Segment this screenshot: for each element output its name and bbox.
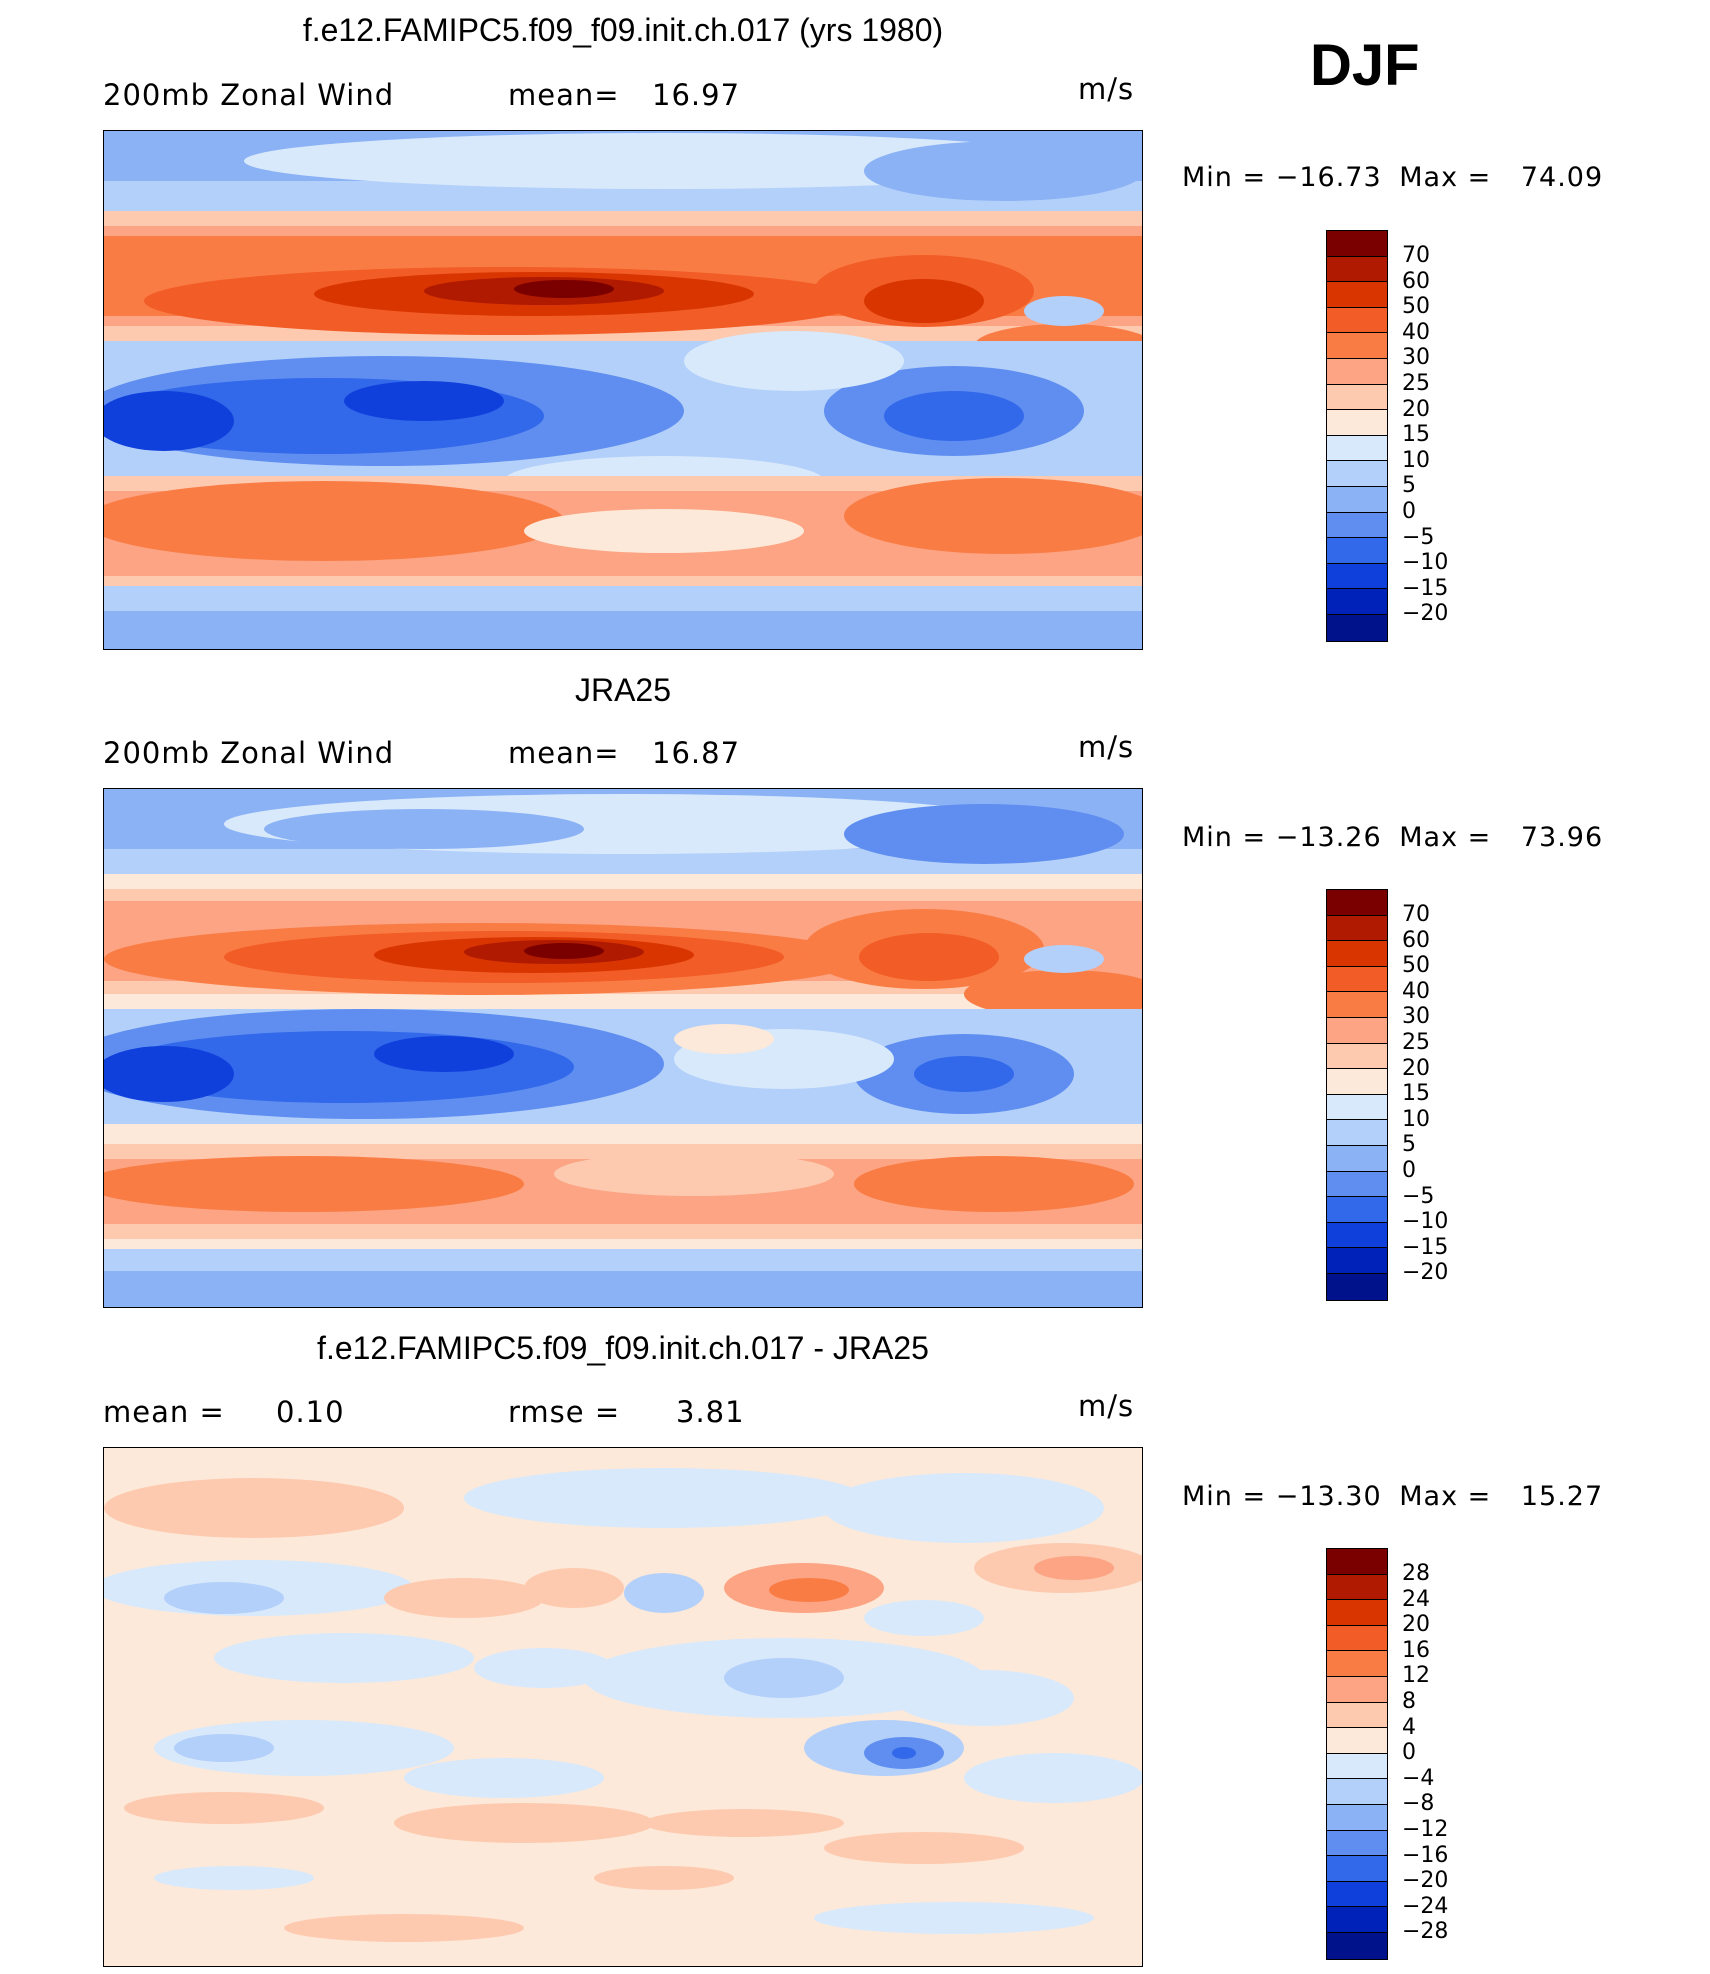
cbar-label: 0 — [1402, 1740, 1416, 1766]
cbar-label: 28 — [1402, 1561, 1430, 1586]
cbar-label: 8 — [1402, 1688, 1416, 1714]
cbar-label: 70 — [1402, 243, 1430, 268]
cbar-label: −4 — [1402, 1765, 1435, 1791]
cbar-label: −28 — [1402, 1919, 1449, 1945]
panel-1-max-value: 74.09 — [1520, 162, 1604, 193]
panel-1-min-label: Min = — [1182, 162, 1267, 193]
cbar-label: 0 — [1402, 498, 1416, 524]
panel-1-contour-field — [104, 131, 1142, 649]
cbar-label: 20 — [1402, 1055, 1430, 1081]
panel-1-units: m/s — [1078, 72, 1135, 106]
cbar-label: −20 — [1402, 601, 1449, 627]
cbar-label: 12 — [1402, 1663, 1430, 1689]
cbar-label: 10 — [1402, 447, 1430, 473]
panel-3-map — [103, 1447, 1143, 1967]
cbar-label: −15 — [1402, 575, 1449, 601]
panel-3-max-value: 15.27 — [1520, 1481, 1604, 1512]
cbar-label: 40 — [1402, 978, 1430, 1004]
cbar-label: 20 — [1402, 1612, 1430, 1638]
panel-2-max-label: Max = — [1399, 822, 1492, 853]
cbar-label: 5 — [1402, 1132, 1416, 1158]
cbar-label: 60 — [1402, 927, 1430, 953]
cbar-label: 25 — [1402, 1029, 1430, 1055]
panel-2-colorbar-labels: 70 60 50 40 30 25 20 15 10 5 0 −5 −10 −1… — [1402, 902, 1448, 1286]
cbar-label: −10 — [1402, 1209, 1449, 1235]
cbar-label: 16 — [1402, 1637, 1430, 1663]
panel-1-colorbar — [1326, 230, 1388, 642]
season-label: DJF — [1310, 33, 1420, 98]
panel-2-variable-label: 200mb Zonal Wind — [103, 736, 395, 770]
cbar-label: 5 — [1402, 473, 1416, 499]
panel-1-max-label: Max = — [1399, 162, 1492, 193]
cbar-label: 30 — [1402, 1004, 1430, 1030]
panel-3-mean-label: mean = — [103, 1395, 225, 1429]
cbar-label: 15 — [1402, 422, 1430, 448]
cbar-label: 4 — [1402, 1714, 1416, 1740]
cbar-label: −5 — [1402, 524, 1435, 550]
cbar-label: 70 — [1402, 902, 1430, 927]
cbar-label: 25 — [1402, 370, 1430, 396]
cbar-label: 0 — [1402, 1157, 1416, 1183]
panel-2-contour-field — [104, 789, 1142, 1307]
panel-2-mean-value: 16.87 — [652, 736, 741, 770]
panel-2-map — [103, 788, 1143, 1308]
cbar-label: 50 — [1402, 294, 1430, 320]
cbar-label: −15 — [1402, 1234, 1449, 1260]
cbar-label: −16 — [1402, 1842, 1449, 1868]
panel-1-min-value: −16.73 — [1275, 162, 1382, 193]
panel-2-colorbar — [1326, 889, 1388, 1301]
panel-3-rmse-value: 3.81 — [676, 1395, 745, 1429]
panel-3-title: f.e12.FAMIPC5.f09_f09.init.ch.017 - JRA2… — [317, 1330, 929, 1366]
panel-1-mean-value: 16.97 — [652, 78, 741, 112]
cbar-label: −12 — [1402, 1816, 1449, 1842]
panel-2-title: JRA25 — [574, 672, 672, 708]
panel-3-max-label: Max = — [1399, 1481, 1492, 1512]
panel-2-units: m/s — [1078, 730, 1135, 764]
panel-1-variable-label: 200mb Zonal Wind — [103, 78, 395, 112]
cbar-label: −10 — [1402, 550, 1449, 576]
cbar-label: 50 — [1402, 953, 1430, 979]
panel-1-map — [103, 130, 1143, 650]
cbar-label: −20 — [1402, 1260, 1449, 1286]
panel-2-min-label: Min = — [1182, 822, 1267, 853]
panel-2-max-value: 73.96 — [1520, 822, 1604, 853]
cbar-label: 10 — [1402, 1106, 1430, 1132]
cbar-label: −5 — [1402, 1183, 1435, 1209]
cbar-label: 30 — [1402, 345, 1430, 371]
panel-2-mean-label: mean= — [508, 736, 620, 770]
panel-2-min-value: −13.26 — [1275, 822, 1382, 853]
panel-1-colorbar-labels: 70 60 50 40 30 25 20 15 10 5 0 −5 −10 −1… — [1402, 243, 1448, 627]
cbar-label: −20 — [1402, 1868, 1449, 1894]
cbar-label: 20 — [1402, 396, 1430, 422]
cbar-label: 24 — [1402, 1586, 1430, 1612]
panel-3-contour-field — [104, 1448, 1142, 1966]
panel-3-min-label: Min = — [1182, 1481, 1267, 1512]
cbar-label: 40 — [1402, 319, 1430, 345]
panel-1-title: f.e12.FAMIPC5.f09_f09.init.ch.017 (yrs 1… — [302, 12, 944, 48]
panel-3-rmse-label: rmse = — [508, 1395, 621, 1429]
panel-3-min-value: −13.30 — [1275, 1481, 1382, 1512]
cbar-label: 60 — [1402, 268, 1430, 294]
panel-1-mean-label: mean= — [508, 78, 620, 112]
cbar-label: −24 — [1402, 1893, 1449, 1919]
cbar-label: 15 — [1402, 1081, 1430, 1107]
panel-3-colorbar — [1326, 1548, 1388, 1960]
panel-3-units: m/s — [1078, 1389, 1135, 1423]
panel-3-mean-value: 0.10 — [276, 1395, 345, 1429]
panel-3-colorbar-labels: 28 24 20 16 12 8 4 0 −4 −8 −12 −16 −20 −… — [1402, 1561, 1448, 1945]
cbar-label: −8 — [1402, 1791, 1435, 1817]
